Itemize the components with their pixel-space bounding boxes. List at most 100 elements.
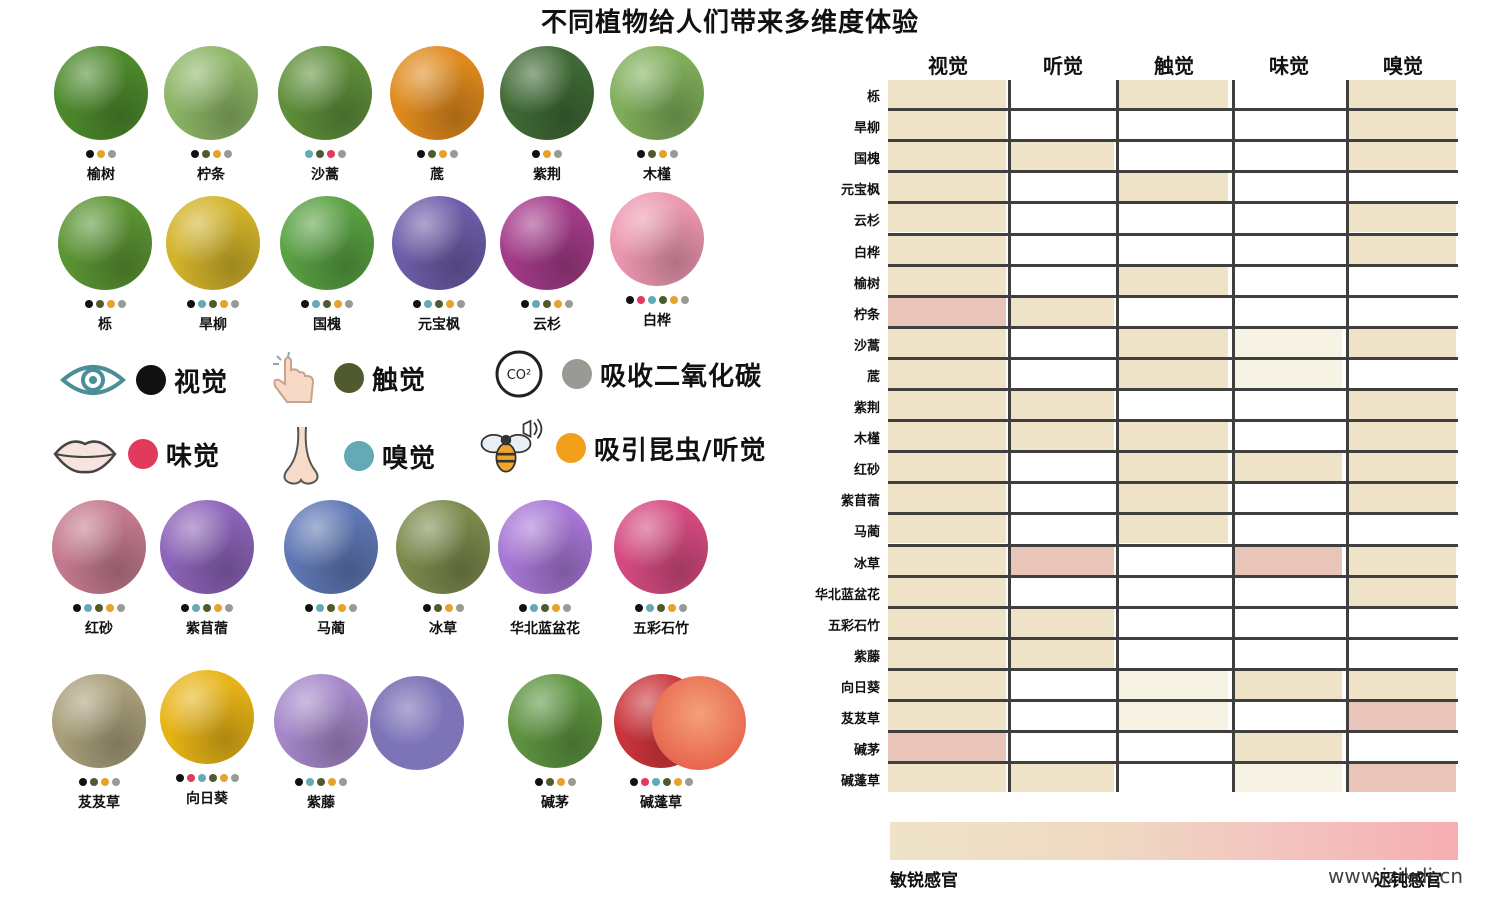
grid-line: [888, 450, 1458, 454]
row-label: 柠条: [853, 307, 880, 323]
plant-photo: [500, 196, 594, 290]
matrix-cell: [1010, 142, 1114, 171]
orange-sense-dot: [100, 778, 109, 786]
matrix-cell: [1118, 422, 1228, 451]
plant-name: 国槐: [313, 317, 341, 333]
row-label: 五彩石竹: [827, 618, 880, 634]
insects-dot: [556, 433, 586, 463]
green-sense-dot: [327, 604, 335, 612]
plant-name: 菧: [430, 167, 444, 183]
matrix-cell: [888, 453, 1006, 482]
matrix-cell: [888, 546, 1006, 575]
grid-line: [888, 730, 1458, 734]
plant-photo: [274, 674, 368, 768]
plant-card: 碱茅: [500, 674, 610, 824]
blue-sense-dot: [312, 300, 320, 308]
row-label: 云杉: [853, 214, 880, 230]
matrix-cell: [1010, 111, 1114, 139]
row-label: 华北蓝盆花: [814, 587, 880, 603]
plant-name: 马蔺: [317, 621, 345, 637]
plant-name: 紫荆: [533, 167, 561, 183]
matrix-cell: [1010, 608, 1114, 637]
blue-sense-dot: [306, 778, 314, 786]
grid-line: [888, 325, 1458, 329]
grid-line: [888, 232, 1458, 236]
green-sense-dot: [323, 300, 331, 308]
matrix-cell: [888, 297, 1006, 326]
black-sense-dot: [532, 150, 540, 158]
row-label: 碱蓬草: [840, 774, 880, 790]
green-sense-dot: [657, 604, 665, 612]
plant-name: 紫藤: [307, 795, 335, 811]
sense-dots: [490, 604, 600, 614]
touch-dot: [334, 363, 364, 393]
pink-sense-dot: [186, 774, 195, 782]
matrix-cell: [1010, 391, 1114, 420]
matrix-cell: [1234, 640, 1342, 668]
plant-name: 碱茅: [541, 795, 569, 811]
matrix-cell: [1348, 546, 1456, 575]
nose-icon: [266, 426, 336, 485]
matrix-cell: [1118, 236, 1228, 264]
row-label: 白桦: [853, 245, 880, 261]
blue-sense-dot: [532, 300, 540, 308]
scale-right-label: 迟钝感官: [1374, 871, 1442, 891]
plant-photo: [370, 676, 464, 770]
black-sense-dot: [187, 300, 195, 308]
orange-sense-dot: [554, 300, 562, 308]
plant-photo: [54, 46, 148, 140]
grey-sense-dot: [449, 150, 458, 158]
matrix-cell: [1234, 484, 1342, 512]
matrix-cell: [1118, 298, 1228, 326]
sense-dots: [152, 604, 262, 614]
matrix-cell: [1010, 236, 1114, 264]
plant-card: 华北蓝盆花: [490, 500, 600, 650]
row-label: 紫藤: [853, 649, 880, 665]
blue-sense-dot: [530, 604, 538, 612]
grey-sense-dot: [230, 774, 239, 782]
green-sense-dot: [95, 300, 104, 308]
plant-name: 华北蓝盆花: [510, 621, 580, 637]
lips-icon: [50, 426, 120, 482]
grey-sense-dot: [680, 296, 689, 304]
matrix-cell: [1348, 267, 1456, 295]
sense-dots: [492, 300, 602, 310]
matrix-cell: [1118, 733, 1228, 761]
matrix-cell: [1348, 453, 1456, 482]
sense-dots: [50, 300, 160, 310]
matrix-cell: [1348, 484, 1456, 513]
matrix-cell: [888, 484, 1006, 513]
green-sense-dot: [662, 778, 671, 786]
grey-sense-dot: [345, 300, 353, 308]
black-sense-dot: [413, 300, 421, 308]
eye-icon: [58, 352, 128, 408]
grid-line: [888, 388, 1458, 391]
grey-sense-dot: [565, 300, 573, 308]
matrix-cell: [1118, 453, 1228, 482]
grid-line: [888, 761, 1458, 765]
sense-dots: [46, 150, 156, 160]
grey-sense-dot: [111, 778, 120, 786]
matrix-cell: [1118, 173, 1228, 202]
matrix-cell: [888, 422, 1006, 451]
plant-photo: [160, 500, 254, 594]
row-label: 马蔺: [853, 525, 880, 541]
row-label: 冰草: [853, 556, 880, 572]
grey-sense-dot: [684, 778, 693, 786]
grey-sense-dot: [554, 150, 562, 158]
black-sense-dot: [190, 150, 199, 158]
matrix-cell: [1234, 359, 1342, 388]
grey-sense-dot: [223, 150, 232, 158]
row-label: 碱茅: [853, 743, 880, 759]
matrix-cell: [1348, 577, 1456, 606]
orange-sense-dot: [446, 300, 454, 308]
matrix-cell: [1118, 328, 1228, 357]
grid-line: [888, 170, 1458, 174]
plant-photo: [500, 46, 594, 140]
matrix-cell: [1234, 236, 1342, 264]
plant-name: 木槿: [643, 167, 671, 183]
legend-touch: 触觉: [256, 350, 426, 406]
blue-sense-dot: [424, 300, 432, 308]
matrix-cell: [1348, 640, 1456, 668]
plant-photo: [58, 196, 152, 290]
